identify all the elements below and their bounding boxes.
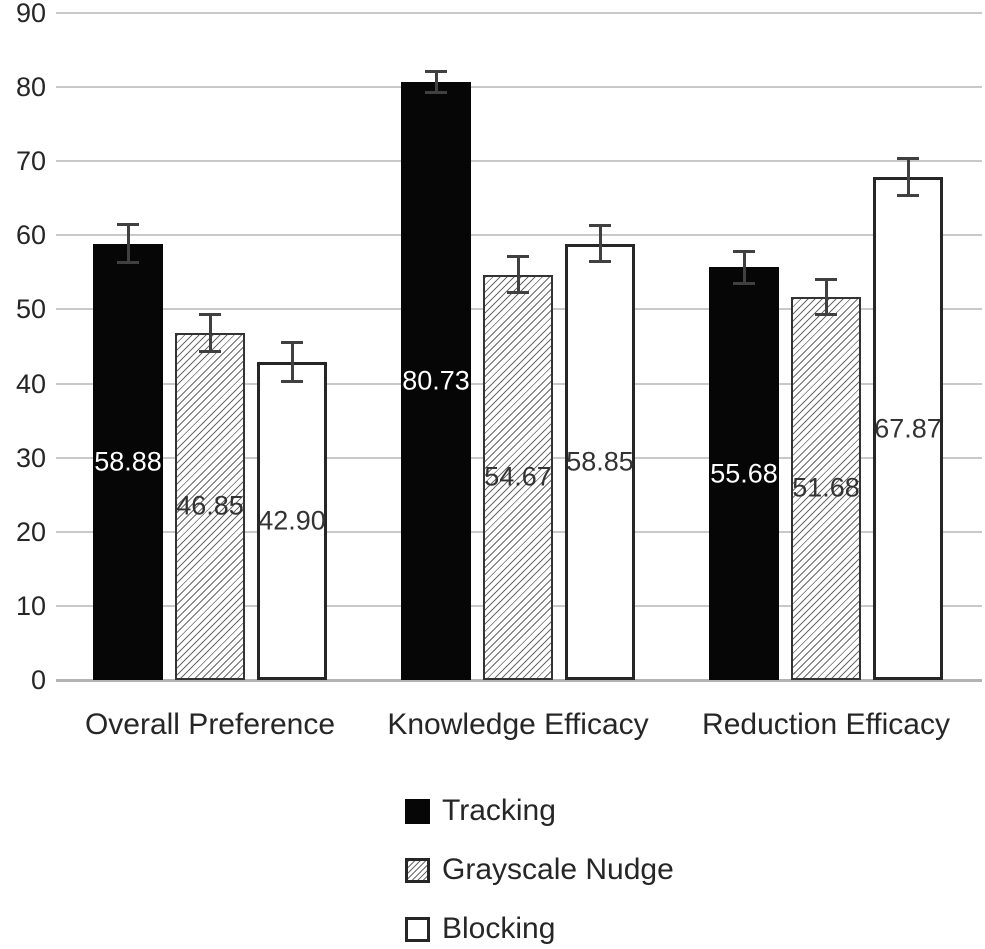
legend-swatch-white-icon [405, 916, 430, 942]
error-bar-cap-bottom [897, 193, 919, 197]
category-label: Knowledge Efficacy [387, 708, 649, 741]
error-bar-cap-top [733, 250, 755, 254]
error-bar-cap-top [507, 255, 529, 259]
y-axis-tick-label: 40 [15, 368, 46, 399]
legend-label: Grayscale Nudge [442, 853, 674, 886]
bar-hatched-1 [483, 274, 553, 680]
bar-value-label: 58.85 [566, 446, 634, 477]
error-bar-cap-top [117, 223, 139, 227]
error-bar-line [208, 313, 212, 353]
error-bar-cap-bottom [589, 260, 611, 264]
legend-item-hatched: Grayscale Nudge [405, 853, 674, 887]
error-bar-line [824, 279, 828, 315]
error-bar-cap-top [199, 312, 221, 316]
bar-value-label: 54.67 [484, 461, 552, 492]
y-axis-tick-label: 0 [30, 665, 46, 695]
category-label: Reduction Efficacy [702, 708, 950, 741]
bar-solid-black-0 [93, 243, 163, 680]
legend-item-white: Blocking [405, 912, 674, 946]
x-axis-line [56, 679, 982, 682]
y-axis-tick-label: 90 [15, 0, 46, 28]
bar-hatched-2 [791, 296, 861, 680]
error-bar-line [742, 251, 746, 284]
bar-hatched-0 [175, 332, 245, 680]
error-bar-cap-top [281, 341, 303, 345]
bar-white-1 [565, 243, 635, 680]
error-bar-cap-bottom [117, 260, 139, 264]
bar-value-label: 55.68 [710, 458, 778, 489]
error-bar-cap-top [425, 69, 447, 73]
y-axis-tick-label: 30 [15, 442, 46, 473]
bar-solid-black-2 [709, 267, 779, 680]
error-bar-cap-bottom [281, 380, 303, 384]
bar-solid-black-1 [401, 81, 471, 680]
error-bar-line [516, 256, 520, 294]
legend-swatch-hatched-icon [405, 857, 430, 883]
gridline [56, 86, 982, 89]
bar-value-label: 51.68 [792, 472, 860, 503]
bar-value-label: 58.88 [94, 446, 162, 477]
legend-item-solid-black: Tracking [405, 794, 674, 828]
error-bar-cap-bottom [815, 312, 837, 316]
error-bar-cap-top [897, 157, 919, 161]
error-bar-line [906, 158, 910, 196]
y-axis-tick-label: 80 [15, 72, 46, 103]
bar-white-0 [257, 362, 327, 680]
legend-label: Tracking [442, 794, 556, 827]
error-bar-line [434, 70, 438, 93]
error-bar-cap-top [815, 278, 837, 282]
category-label: Overall Preference [84, 708, 336, 741]
error-bar-cap-bottom [507, 291, 529, 295]
error-bar-line [290, 342, 294, 383]
y-axis-tick-label: 60 [15, 220, 46, 251]
bar-value-label: 42.90 [258, 505, 326, 536]
bar-white-2 [873, 177, 943, 680]
error-bar-cap-top [589, 224, 611, 228]
gridline [56, 12, 982, 14]
bar-value-label: 67.87 [874, 413, 942, 443]
error-bar-cap-bottom [425, 90, 447, 94]
error-bar-cap-bottom [199, 350, 221, 354]
legend: Tracking Grayscale Nudge Blocking [405, 794, 674, 946]
y-axis-tick-label: 20 [15, 516, 46, 547]
y-axis-tick-label: 50 [15, 294, 46, 325]
gridline [56, 234, 982, 237]
error-bar-line [598, 225, 602, 263]
bar-value-label: 80.73 [402, 365, 470, 396]
bar-value-label: 46.85 [176, 490, 244, 521]
error-bar-cap-bottom [733, 281, 755, 285]
legend-label: Blocking [442, 912, 556, 945]
gridline [56, 160, 982, 163]
y-axis-tick-label: 10 [15, 590, 46, 621]
y-axis-tick-label: 70 [15, 146, 46, 177]
legend-swatch-solid-black-icon [405, 798, 430, 824]
error-bar-line [126, 224, 130, 263]
